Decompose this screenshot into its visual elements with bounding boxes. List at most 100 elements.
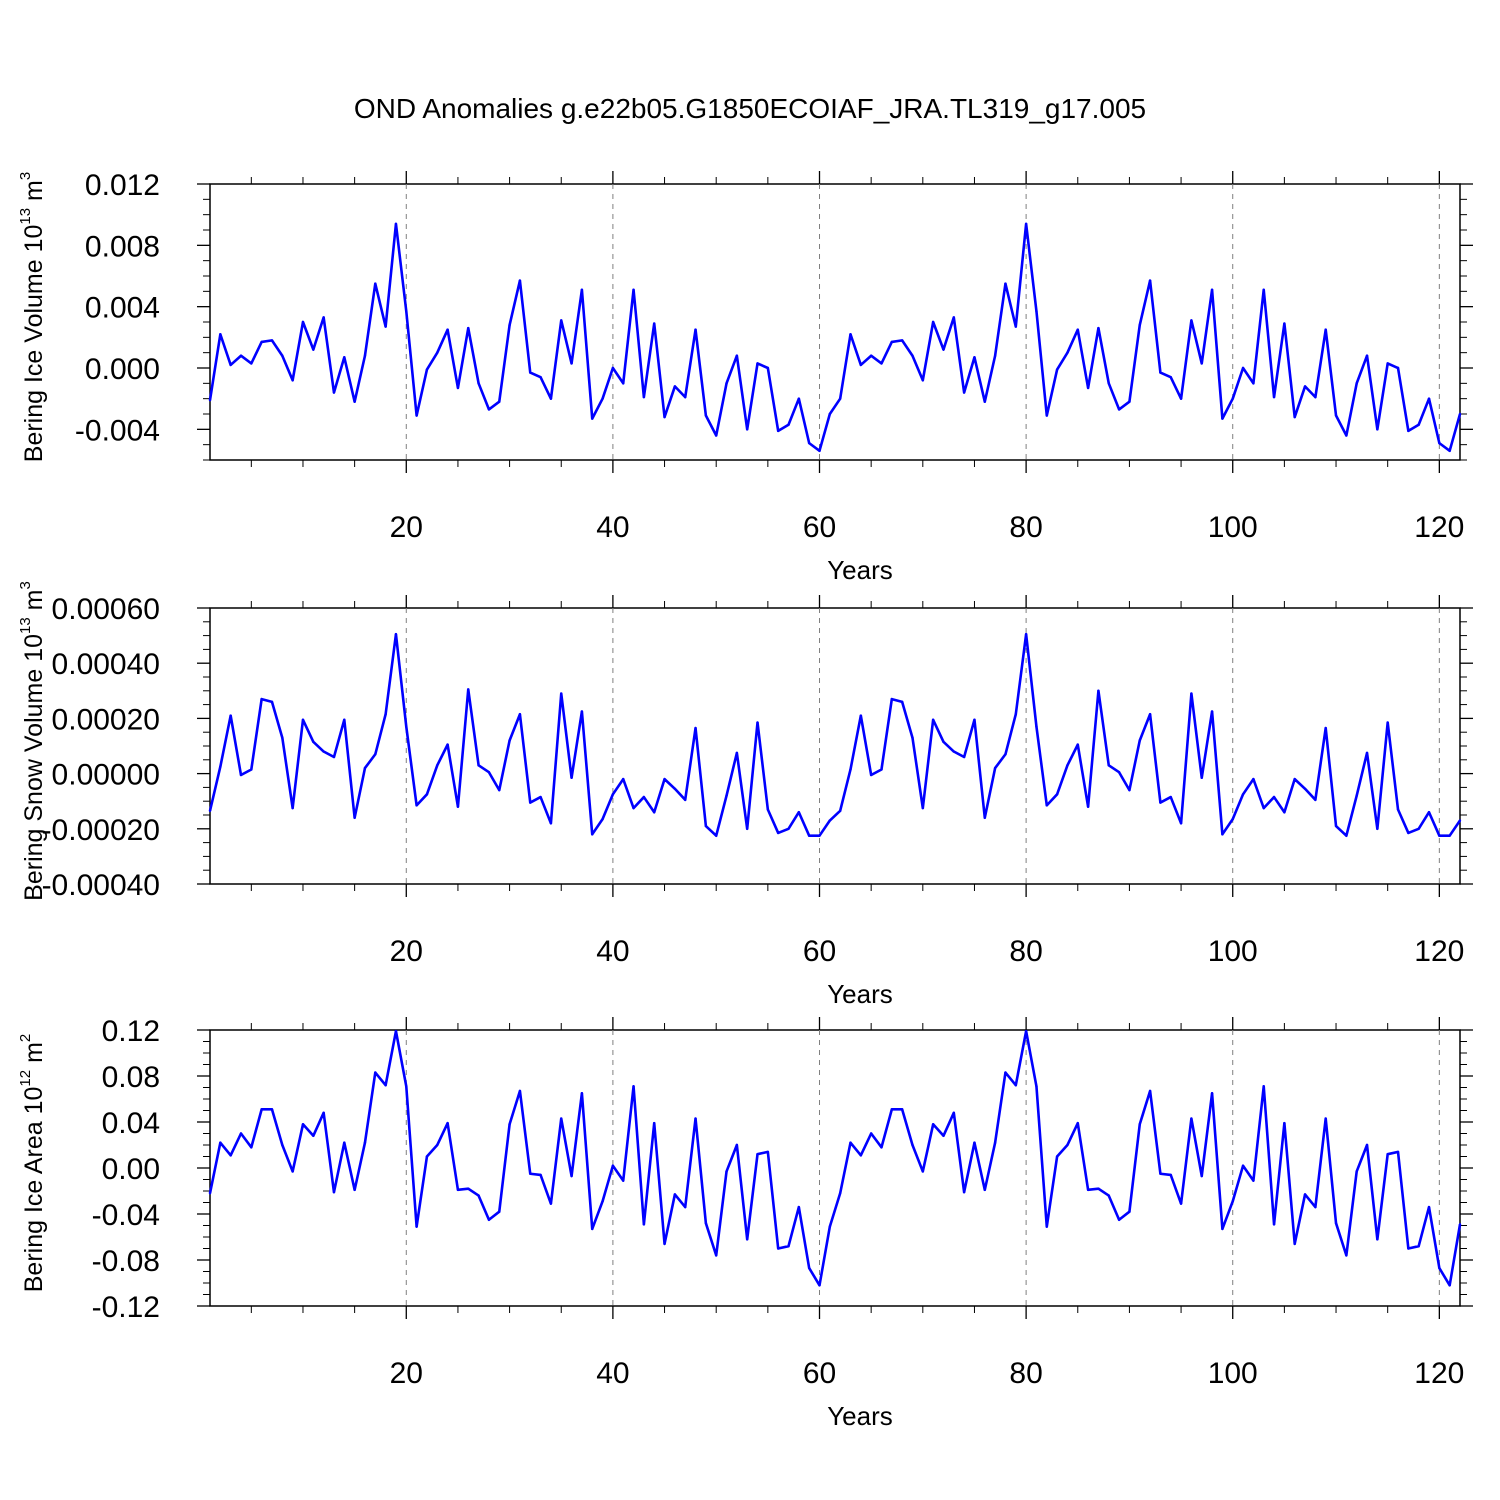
data-point xyxy=(1035,310,1038,313)
data-point xyxy=(1376,1238,1379,1241)
y-tick-label: 0.00 xyxy=(102,1153,160,1186)
data-point xyxy=(684,1205,687,1209)
data-point xyxy=(1066,1143,1069,1147)
y-tick-label: -0.08 xyxy=(92,1245,160,1278)
data-point xyxy=(456,805,460,808)
data-point xyxy=(1014,713,1017,716)
x-axis-label: Years xyxy=(827,1401,893,1431)
y-tick-labels: -0.00040 -0.00020 0.00000 0.00020 0.00040 0.0… xyxy=(42,593,160,902)
data-point xyxy=(529,1172,532,1175)
data-point xyxy=(622,777,625,781)
data-point xyxy=(1045,414,1048,417)
data-point xyxy=(611,366,615,370)
minor-ticks xyxy=(203,177,1467,467)
x-axis-label: Years xyxy=(827,979,893,1009)
data-point xyxy=(601,1200,604,1203)
data-point xyxy=(849,333,852,336)
data-point xyxy=(766,366,770,370)
data-point xyxy=(776,831,780,835)
data-point xyxy=(312,348,315,351)
data-point xyxy=(828,1225,832,1228)
data-point xyxy=(1241,366,1245,370)
data-point xyxy=(425,368,429,371)
data-point xyxy=(477,382,480,385)
data-point xyxy=(911,354,914,357)
data-point xyxy=(942,348,945,351)
data-point xyxy=(301,320,305,324)
data-point xyxy=(921,1170,925,1173)
data-point xyxy=(983,1188,986,1192)
data-point xyxy=(1055,1155,1059,1158)
y-axis-label: Bering Ice Area 1012 m2 xyxy=(17,1034,48,1293)
data-point xyxy=(250,362,253,365)
data-point xyxy=(1045,804,1048,807)
data-point xyxy=(1448,834,1451,837)
data-point xyxy=(1169,795,1172,799)
data-point xyxy=(797,397,801,400)
y-axis-label-text: Bering Ice Area 10 xyxy=(20,1087,48,1293)
data-point xyxy=(993,766,997,770)
data-point xyxy=(560,319,563,322)
data-point xyxy=(1438,834,1441,837)
data-point xyxy=(952,750,955,753)
data-point xyxy=(859,714,863,717)
data-point xyxy=(1128,788,1131,792)
major-ticks xyxy=(197,171,1473,473)
x-tick-label: 100 xyxy=(1208,1357,1258,1390)
data-point xyxy=(653,811,656,814)
data-point xyxy=(890,340,894,344)
data-point xyxy=(415,414,418,417)
x-gridlines xyxy=(405,1030,1440,1306)
data-point xyxy=(1427,811,1431,814)
data-point xyxy=(931,320,935,324)
data-point xyxy=(735,751,739,755)
data-point xyxy=(580,710,584,713)
y-axis-label: Bering Ice Volume 1013 m3 xyxy=(17,172,48,462)
data-point xyxy=(818,834,821,837)
data-point xyxy=(807,1266,811,1270)
data-point xyxy=(766,1150,770,1154)
minor-ticks xyxy=(203,1023,1467,1313)
data-point xyxy=(281,354,284,357)
data-point xyxy=(735,354,739,357)
x-gridlines xyxy=(405,608,1440,884)
data-point xyxy=(425,1155,429,1158)
data-point xyxy=(942,1134,945,1138)
data-point xyxy=(446,1121,449,1125)
data-point xyxy=(653,1121,656,1125)
data-point xyxy=(921,806,925,810)
data-point xyxy=(756,1153,759,1156)
data-point xyxy=(880,768,883,771)
x-gridlines xyxy=(405,184,1440,460)
data-point xyxy=(942,740,945,744)
data-point xyxy=(343,356,346,359)
data-point xyxy=(322,1111,325,1115)
data-point xyxy=(405,725,408,728)
data-point xyxy=(508,739,511,742)
data-point xyxy=(1396,366,1400,370)
y-axis-label-text: Bering Snow Volume 10 xyxy=(20,634,48,901)
data-point xyxy=(1252,777,1255,781)
data-point xyxy=(1159,371,1162,374)
data-point xyxy=(1272,1223,1276,1226)
data-point xyxy=(632,806,635,810)
data-point xyxy=(1355,794,1358,797)
data-point xyxy=(859,1154,863,1157)
data-point xyxy=(539,376,542,379)
data-point xyxy=(1458,412,1462,416)
panel-ice-area: -0.12 -0.08 -0.04 0.00 0.04 0.08 0.12 20 40 60 80… xyxy=(17,1015,1473,1431)
data-point xyxy=(931,1123,935,1126)
data-point xyxy=(363,1141,367,1144)
data-point xyxy=(415,1225,418,1228)
data-point xyxy=(715,434,718,437)
data-point xyxy=(807,834,811,837)
data-point xyxy=(1014,1084,1017,1087)
data-point xyxy=(1076,743,1079,746)
series-line-snow-volume xyxy=(208,632,1462,837)
data-point xyxy=(1138,739,1141,742)
data-point xyxy=(787,827,790,830)
data-point xyxy=(1066,764,1069,767)
data-point xyxy=(911,1143,914,1147)
data-point xyxy=(591,1227,594,1231)
plot-frame xyxy=(209,183,1461,461)
